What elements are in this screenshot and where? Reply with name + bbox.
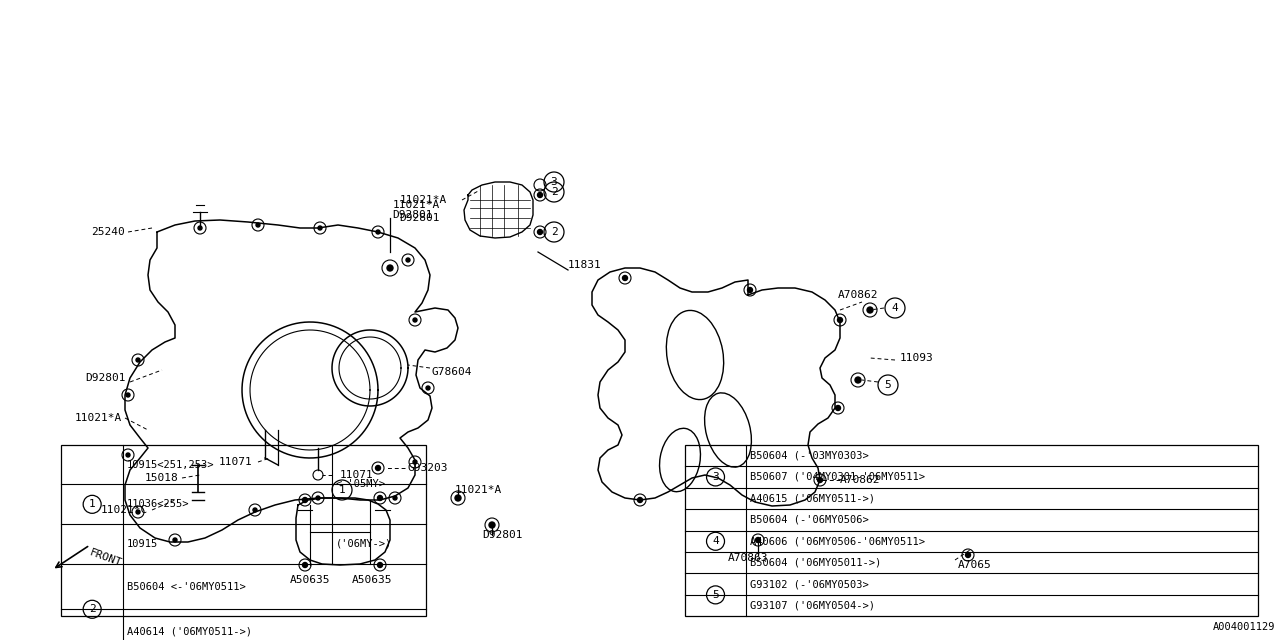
Text: 5: 5: [712, 590, 719, 600]
Text: 25240: 25240: [91, 227, 125, 237]
Text: 11021*A: 11021*A: [74, 413, 122, 423]
Text: A40606 ('06MY0506-'06MY0511>: A40606 ('06MY0506-'06MY0511>: [750, 536, 925, 547]
Text: A7065: A7065: [957, 560, 992, 570]
Text: A50635: A50635: [289, 575, 330, 585]
Text: 2: 2: [550, 187, 557, 197]
Text: B50604 <-'06MY0511>: B50604 <-'06MY0511>: [127, 582, 246, 591]
Circle shape: [538, 193, 543, 198]
Text: G93102 (-'06MY0503>: G93102 (-'06MY0503>: [750, 579, 869, 589]
Text: 4: 4: [712, 536, 719, 547]
Text: B50604 (-'06MY0506>: B50604 (-'06MY0506>: [750, 515, 869, 525]
Text: G93203: G93203: [408, 463, 448, 473]
Text: 1: 1: [339, 485, 346, 495]
Circle shape: [125, 393, 131, 397]
Text: 5: 5: [884, 380, 891, 390]
Text: 4: 4: [892, 303, 899, 313]
Text: G78604: G78604: [433, 367, 472, 377]
Circle shape: [302, 497, 307, 502]
Text: 11036<255>: 11036<255>: [127, 499, 189, 509]
Circle shape: [406, 258, 410, 262]
Circle shape: [375, 465, 380, 470]
Text: B50604 (-'03MY0303>: B50604 (-'03MY0303>: [750, 451, 869, 461]
Circle shape: [302, 563, 307, 568]
Text: G93107 ('06MY0504->): G93107 ('06MY0504->): [750, 600, 876, 611]
Text: <-'05MY>: <-'05MY>: [335, 479, 385, 490]
Circle shape: [489, 522, 495, 528]
Text: 11021*A: 11021*A: [454, 485, 502, 495]
Circle shape: [378, 495, 383, 500]
Circle shape: [413, 318, 417, 322]
Text: A70862: A70862: [840, 475, 881, 485]
Text: A004001129: A004001129: [1212, 622, 1275, 632]
Circle shape: [393, 496, 397, 500]
Text: 10915<251,253>: 10915<251,253>: [127, 460, 214, 470]
Circle shape: [253, 508, 257, 512]
Circle shape: [965, 552, 970, 557]
Circle shape: [376, 230, 380, 234]
Text: 10915: 10915: [127, 539, 159, 549]
Bar: [685, 445, 1258, 616]
Bar: [61, 445, 426, 616]
Circle shape: [256, 223, 260, 227]
Text: 11071: 11071: [340, 470, 374, 480]
Text: 3: 3: [712, 472, 719, 482]
Circle shape: [867, 307, 873, 313]
Circle shape: [855, 377, 861, 383]
Text: D92801: D92801: [399, 213, 440, 223]
Circle shape: [637, 497, 643, 502]
Text: 2: 2: [550, 227, 557, 237]
Text: ('06MY->): ('06MY->): [335, 539, 392, 549]
Text: 11071: 11071: [219, 457, 252, 467]
Text: 11021*C: 11021*C: [101, 505, 148, 515]
Text: 11831: 11831: [568, 260, 602, 270]
Text: A70863: A70863: [728, 553, 768, 563]
Circle shape: [426, 386, 430, 390]
Text: B50607 ('04MY0301-'06MY0511>: B50607 ('04MY0301-'06MY0511>: [750, 472, 925, 482]
Circle shape: [538, 230, 543, 234]
Text: 2: 2: [88, 604, 96, 614]
Text: 3: 3: [550, 177, 557, 187]
Circle shape: [413, 460, 417, 464]
Text: 11093: 11093: [900, 353, 933, 363]
Circle shape: [198, 226, 202, 230]
Text: D92801: D92801: [483, 530, 522, 540]
Text: FRONT: FRONT: [88, 548, 123, 568]
Circle shape: [317, 226, 323, 230]
Circle shape: [173, 538, 177, 542]
Text: A40614 ('06MY0511->): A40614 ('06MY0511->): [127, 627, 252, 637]
Text: A70862: A70862: [838, 290, 878, 300]
Circle shape: [748, 287, 753, 292]
Circle shape: [136, 358, 140, 362]
Circle shape: [378, 563, 383, 568]
Circle shape: [316, 496, 320, 500]
Circle shape: [622, 275, 627, 280]
Text: 11021*A: 11021*A: [393, 200, 440, 210]
Text: 1: 1: [88, 499, 96, 509]
Text: 15018: 15018: [145, 473, 178, 483]
Circle shape: [136, 510, 140, 514]
Circle shape: [836, 406, 841, 410]
Circle shape: [454, 495, 461, 501]
Circle shape: [818, 477, 823, 483]
Text: 11021*A: 11021*A: [399, 195, 447, 205]
Text: D92801: D92801: [86, 373, 125, 383]
Text: A40615 ('06MY0511->): A40615 ('06MY0511->): [750, 493, 876, 504]
Circle shape: [755, 538, 760, 543]
Text: D92801: D92801: [392, 210, 433, 220]
Circle shape: [387, 265, 393, 271]
Circle shape: [837, 317, 842, 323]
Circle shape: [125, 453, 131, 457]
Text: A50635: A50635: [352, 575, 392, 585]
Text: B50604 ('06MY05011->): B50604 ('06MY05011->): [750, 557, 882, 568]
